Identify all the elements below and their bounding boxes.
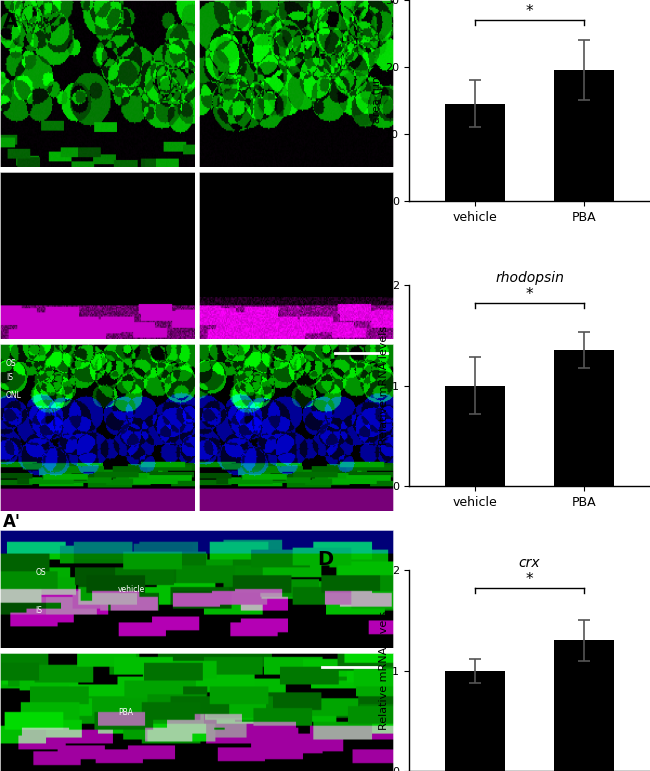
Y-axis label: IS area (μm²): IS area (μm²)	[372, 63, 382, 137]
Bar	[554, 350, 614, 486]
Text: *: *	[526, 287, 533, 301]
Text: C: C	[317, 265, 332, 284]
Text: *: *	[526, 572, 533, 587]
Text: A': A'	[3, 513, 21, 530]
Bar	[445, 386, 505, 486]
Title: rhodopsin: rhodopsin	[495, 271, 564, 285]
Text: OS: OS	[6, 359, 16, 369]
Bar	[445, 104, 505, 200]
Text: D: D	[317, 550, 333, 569]
Text: PBA: PBA	[118, 708, 133, 716]
Bar	[445, 671, 505, 771]
Text: *: *	[526, 4, 533, 19]
Bar	[554, 70, 614, 200]
Bar	[554, 641, 614, 771]
Y-axis label: Relative mRNA levels: Relative mRNA levels	[380, 326, 389, 445]
Title: crx: crx	[519, 556, 540, 571]
Text: A: A	[3, 12, 18, 31]
Text: OS: OS	[35, 568, 46, 577]
Text: IS: IS	[35, 606, 42, 615]
Text: vehicle: vehicle	[118, 584, 145, 594]
Text: ONL: ONL	[6, 391, 21, 400]
Text: IS: IS	[6, 372, 13, 382]
Y-axis label: Relative mRNA levels: Relative mRNA levels	[380, 611, 389, 730]
